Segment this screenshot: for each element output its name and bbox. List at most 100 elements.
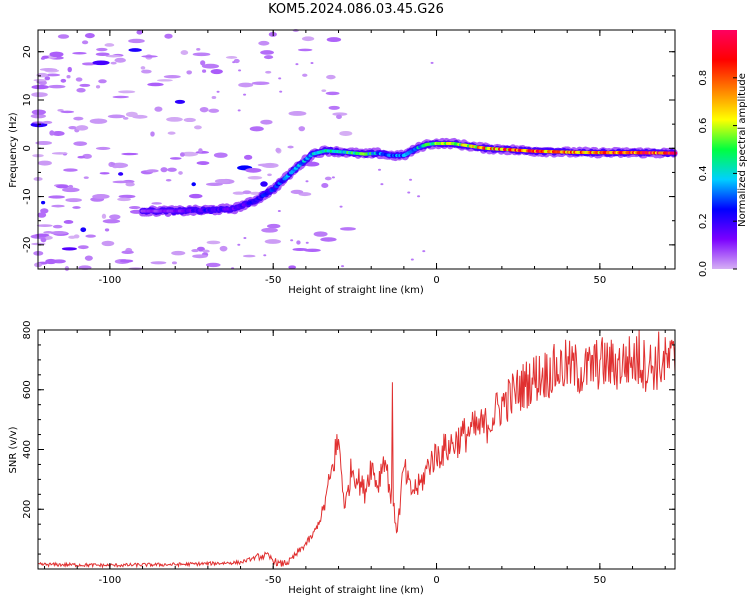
snr-y-tick-label: 200	[22, 500, 33, 519]
spectrogram-speckle	[301, 36, 315, 42]
spectrogram-speckle	[292, 29, 299, 32]
spectrogram-speckle	[326, 74, 336, 80]
spectrogram-speckle	[192, 52, 211, 57]
spectrogram-speckle	[186, 70, 192, 75]
spectrogram-speckle	[150, 131, 155, 137]
spectrogram-speckle	[305, 180, 309, 183]
spectrogram-speckle	[167, 167, 177, 172]
spectrogram-speckle	[200, 60, 206, 66]
spectrogram-speckle	[219, 245, 228, 252]
spectrogram-speckle	[157, 79, 173, 82]
spectrogram-x-ticks: -100 -50 0 50	[44, 30, 666, 286]
spectrogram-speckle	[422, 250, 426, 253]
spectrogram-speckle	[325, 91, 340, 96]
spectrogram-speckle	[267, 173, 272, 177]
spectrogram-speckle	[202, 249, 210, 253]
spectrogram-speckle	[118, 194, 136, 199]
spectrogram-speckle	[36, 224, 53, 227]
spectrogram-speckle	[164, 33, 173, 39]
spectrogram-speckle	[214, 178, 230, 184]
colorbar-ticks: 0.0 0.2 0.4 0.6 0.8	[698, 70, 737, 277]
spectrogram-speckle	[60, 110, 75, 114]
spectrogram-speckle	[35, 140, 53, 146]
spectrogram-speckle	[339, 227, 357, 231]
spectrogram-speckle	[63, 168, 78, 172]
spectrogram-speckle	[261, 227, 278, 233]
spectrogram-speckle	[92, 60, 110, 66]
spectrogram-speckle	[40, 237, 47, 243]
spectrogram-speckle	[65, 198, 82, 203]
spectrogram-speckle	[267, 223, 281, 229]
spectrogram-speckle	[341, 265, 345, 268]
spectrogram-x-label: Height of straight line (km)	[288, 285, 424, 296]
spectrogram-speckle	[118, 90, 136, 94]
spectrogram-speckle	[410, 258, 414, 261]
spectrogram-speckle	[102, 219, 121, 224]
spectrogram-speckle	[77, 245, 89, 250]
spectrogram-speckle	[275, 147, 281, 153]
spectrogram-speckle	[191, 249, 199, 253]
spectrogram-speckle	[277, 210, 281, 213]
snr-x-tick-label: 0	[433, 575, 439, 586]
spectrogram-speckle	[83, 176, 89, 179]
spectrogram-speckle	[110, 162, 116, 166]
spectrogram-speckle	[232, 191, 246, 195]
spectrogram-x-tick-label: 50	[593, 275, 606, 286]
spectrogram-speckle	[166, 116, 183, 122]
spectrogram-speckle	[79, 83, 91, 87]
spectrogram-speckle	[321, 182, 329, 188]
spectrogram-speckle	[40, 57, 46, 60]
spectrogram-speckle	[92, 193, 110, 199]
spectrogram-speckle	[247, 175, 263, 180]
spectrogram-speckle	[121, 152, 139, 156]
spectrogram-speckle	[198, 148, 203, 153]
spectrogram-speckle	[111, 162, 129, 169]
spectrogram-speckle	[89, 118, 108, 124]
spectrogram-y-tick-label: -10	[22, 188, 33, 204]
colorbar-tick-label: 0.0	[698, 261, 709, 277]
spectrogram-speckle	[251, 81, 270, 85]
spectrogram-speckle	[101, 240, 115, 247]
spectrogram-speckle	[298, 126, 306, 132]
spectrogram-speckle	[324, 176, 332, 181]
spectrogram-speckle	[128, 38, 145, 44]
spectrogram-speckle	[288, 265, 297, 270]
spectrogram-speckle	[105, 54, 122, 58]
spectrogram-speckle	[66, 74, 71, 79]
spectrogram-speckle	[165, 178, 172, 182]
snr-x-tick-label: -100	[99, 575, 122, 586]
spectrogram-speckle	[42, 120, 53, 124]
spectrogram-speckle	[178, 171, 183, 175]
spectrogram-speckle	[238, 69, 242, 72]
spectrogram-speckle	[82, 62, 96, 66]
spectrogram-speckle	[210, 68, 223, 75]
spectrogram-speckle	[417, 195, 421, 198]
spectrogram-speckle	[339, 130, 353, 136]
spectrogram-y-tick-label: -20	[22, 237, 33, 253]
spectrogram-speckle	[303, 248, 321, 253]
spectrogram-speckle	[109, 214, 121, 220]
spectrogram-speckle	[73, 141, 88, 146]
spectrogram-speckle	[380, 183, 384, 186]
spectrogram-speckle	[45, 73, 61, 77]
spectrogram-speckle	[430, 61, 434, 64]
spectrogram-speckle	[118, 172, 124, 176]
spectrogram-speckle	[31, 92, 48, 98]
spectrogram-speckle	[37, 212, 47, 218]
spectrogram-speckle	[296, 240, 301, 245]
spectrogram-speckle	[188, 193, 203, 199]
spectrogram-speckle	[305, 241, 309, 244]
spectrogram-speckle	[378, 168, 382, 171]
spectrogram-speckle	[128, 48, 142, 52]
spectrogram-speckle	[237, 243, 241, 246]
spectrogram-speckle	[180, 50, 189, 56]
spectrogram-speckle	[243, 237, 247, 240]
spectrogram-speckle	[50, 231, 68, 235]
spectrogram-speckle	[297, 48, 313, 52]
spectrogram-speckle	[125, 111, 138, 117]
spectrogram-speckle	[72, 51, 87, 55]
snr-frame	[37, 329, 676, 570]
spectrogram-speckle	[205, 182, 223, 186]
